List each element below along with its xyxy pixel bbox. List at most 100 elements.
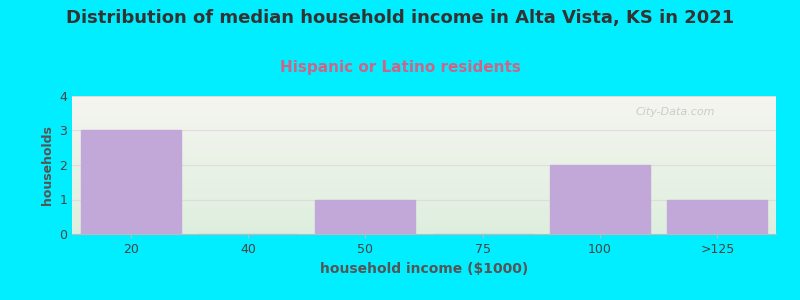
Bar xyxy=(72,189,776,190)
Bar xyxy=(72,148,776,149)
Bar xyxy=(72,162,776,163)
Bar xyxy=(72,123,776,124)
Bar xyxy=(72,192,776,193)
Bar xyxy=(72,151,776,152)
Bar xyxy=(81,130,181,234)
Bar xyxy=(72,167,776,168)
Bar xyxy=(72,111,776,112)
Bar xyxy=(72,98,776,99)
Bar xyxy=(72,138,776,139)
Text: Hispanic or Latino residents: Hispanic or Latino residents xyxy=(279,60,521,75)
Bar xyxy=(72,190,776,191)
Bar xyxy=(72,210,776,211)
Bar xyxy=(72,154,776,155)
Bar xyxy=(72,110,776,111)
Bar xyxy=(72,101,776,102)
Bar xyxy=(72,196,776,197)
Bar xyxy=(72,168,776,169)
Bar xyxy=(72,217,776,218)
Bar xyxy=(72,112,776,113)
Bar xyxy=(72,113,776,114)
Bar xyxy=(72,135,776,136)
Bar xyxy=(72,127,776,128)
Bar xyxy=(72,222,776,223)
Bar xyxy=(72,181,776,182)
Bar xyxy=(72,129,776,130)
Bar xyxy=(72,159,776,160)
Bar xyxy=(72,223,776,224)
Bar xyxy=(72,146,776,147)
Bar xyxy=(72,225,776,226)
Bar xyxy=(72,206,776,207)
Bar xyxy=(72,188,776,189)
Bar xyxy=(72,213,776,214)
Bar xyxy=(72,130,776,131)
Bar xyxy=(72,226,776,227)
Bar xyxy=(72,124,776,125)
Bar xyxy=(72,191,776,192)
Bar xyxy=(72,166,776,167)
Bar xyxy=(72,193,776,194)
Bar xyxy=(72,175,776,176)
Bar xyxy=(72,115,776,116)
Bar xyxy=(72,156,776,157)
Bar xyxy=(72,137,776,138)
Bar xyxy=(72,163,776,164)
Bar xyxy=(72,144,776,145)
Bar xyxy=(72,119,776,120)
Bar xyxy=(72,184,776,185)
Bar xyxy=(72,224,776,225)
Bar xyxy=(72,99,776,100)
Bar xyxy=(72,177,776,178)
Bar xyxy=(72,149,776,150)
Bar xyxy=(72,125,776,126)
Bar xyxy=(72,139,776,140)
Bar xyxy=(72,152,776,153)
Bar xyxy=(72,172,776,173)
Bar xyxy=(72,164,776,165)
Bar xyxy=(72,215,776,216)
Bar xyxy=(72,228,776,229)
Bar xyxy=(667,200,767,234)
Bar xyxy=(72,105,776,106)
Bar xyxy=(72,199,776,200)
Text: City-Data.com: City-Data.com xyxy=(635,107,714,117)
Bar xyxy=(72,114,776,115)
Bar xyxy=(72,128,776,129)
Bar xyxy=(72,183,776,184)
Bar xyxy=(72,195,776,196)
Bar xyxy=(72,108,776,109)
Bar xyxy=(72,142,776,143)
Bar xyxy=(72,169,776,170)
Bar xyxy=(72,120,776,121)
Bar xyxy=(72,141,776,142)
Bar xyxy=(72,185,776,186)
Bar xyxy=(72,186,776,187)
Bar xyxy=(72,207,776,208)
Bar xyxy=(72,160,776,161)
Bar xyxy=(72,212,776,213)
Bar xyxy=(72,173,776,174)
Bar xyxy=(550,165,650,234)
Bar xyxy=(72,187,776,188)
Bar xyxy=(72,170,776,171)
Bar xyxy=(72,145,776,146)
Bar xyxy=(72,194,776,195)
Bar xyxy=(72,220,776,221)
Bar xyxy=(72,136,776,137)
Bar xyxy=(315,200,415,234)
Bar xyxy=(72,134,776,135)
Bar xyxy=(72,202,776,203)
Bar xyxy=(72,182,776,183)
Y-axis label: households: households xyxy=(41,125,54,205)
Bar xyxy=(72,107,776,108)
Bar xyxy=(72,109,776,110)
Bar xyxy=(72,200,776,201)
Bar xyxy=(72,205,776,206)
Bar xyxy=(72,104,776,105)
Bar xyxy=(72,176,776,177)
Bar xyxy=(72,106,776,107)
Bar xyxy=(72,201,776,202)
X-axis label: household income ($1000): household income ($1000) xyxy=(320,262,528,276)
Bar xyxy=(72,221,776,222)
